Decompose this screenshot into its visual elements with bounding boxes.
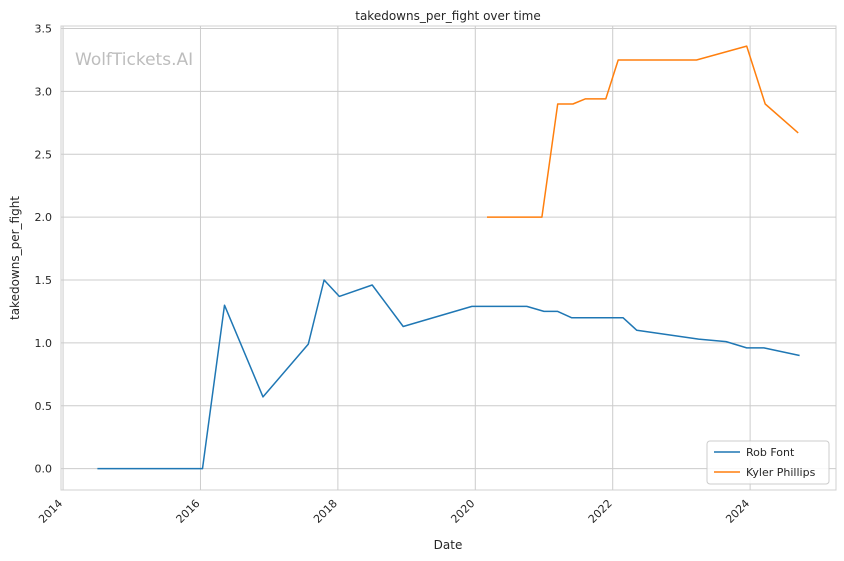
series-line-rob-font (97, 279, 800, 470)
y-tick-label: 0.0 (35, 463, 53, 476)
y-tick-label: 0.5 (35, 400, 53, 413)
y-tick-label: 3.0 (35, 85, 53, 98)
y-tick-label: 3.5 (35, 23, 53, 36)
watermark: WolfTickets.AI (75, 50, 193, 70)
plot-area (60, 25, 837, 491)
legend-label-kyler-phillips: Kyler Phillips (746, 466, 816, 479)
legend-label-rob-font: Rob Font (746, 446, 795, 459)
series-line-kyler-phillips (487, 45, 799, 218)
x-axis-title: Date (434, 538, 463, 552)
y-tick-label: 2.0 (35, 211, 53, 224)
y-axis-title: takedowns_per_fight (8, 196, 22, 320)
legend: Rob Font Kyler Phillips (706, 440, 830, 485)
grid-lines (61, 26, 836, 490)
y-axis-ticks: 0.0 0.5 1.0 1.5 2.0 2.5 3.0 3.5 (35, 23, 53, 476)
series-layer (97, 45, 800, 470)
y-tick-label: 1.5 (35, 274, 53, 287)
y-tick-label: 2.5 (35, 148, 53, 161)
y-tick-label: 1.0 (35, 337, 53, 350)
chart-title: takedowns_per_fight over time (355, 9, 541, 23)
